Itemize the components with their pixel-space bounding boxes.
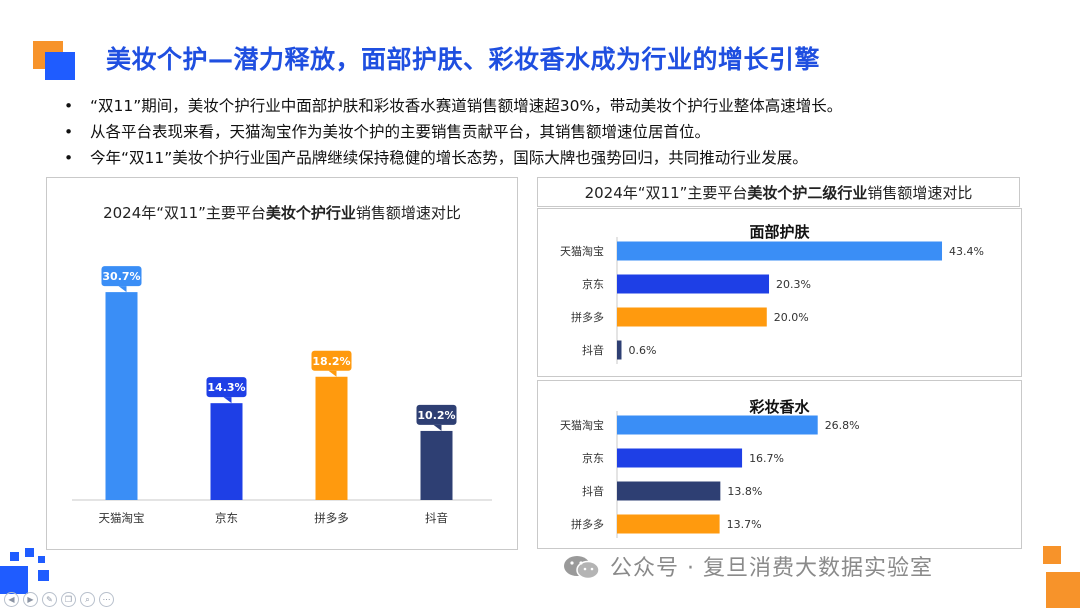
- y-tick-label: 拼多多: [571, 517, 604, 531]
- data-label: 14.3%: [207, 381, 245, 394]
- wechat-icon: [564, 556, 600, 580]
- bullet-text: “双11”期间，美妆个护行业中面部护肤和彩妆香水赛道销售额增速超30%，带动美妆…: [90, 97, 843, 115]
- chart-subtitle: 面部护肤: [749, 223, 810, 241]
- overall-growth-bar-chart: 30.7% 天猫淘宝 14.3% 京东 18.2% 拼多多 10.2% 抖音: [72, 266, 492, 525]
- data-label: 20.3%: [776, 278, 811, 291]
- bar: [617, 448, 743, 468]
- data-label: 20.0%: [774, 311, 809, 324]
- y-tick-label: 抖音: [582, 343, 604, 357]
- bar: [315, 376, 348, 500]
- previous-slide-icon[interactable]: ◀: [4, 592, 19, 607]
- chart-title: 2024年“双11”主要平台美妆个护二级行业销售额增速对比: [538, 182, 1019, 203]
- chart-title-bold: 美妆个护二级行业: [747, 184, 868, 202]
- bar: [617, 415, 818, 435]
- data-label: 16.7%: [749, 452, 784, 465]
- data-label: 43.4%: [949, 245, 984, 258]
- data-label: 26.8%: [825, 419, 860, 432]
- y-tick-label: 京东: [582, 451, 604, 465]
- bar: [105, 292, 138, 500]
- facial-skincare-bar-chart: 天猫淘宝 43.4% 京东 20.3% 拼多多 20.0% 抖音 0.6%: [560, 237, 984, 364]
- overall-growth-chart-panel: 2024年“双11”主要平台美妆个护行业销售额增速对比 30.7% 天猫淘宝 14.…: [46, 177, 518, 550]
- slide-toolbar: ◀ ▶ ✎ ❐ ⌕ ⋯: [4, 589, 118, 607]
- chart-title: 2024年“双11”主要平台美妆个护行业销售额增速对比: [47, 202, 517, 223]
- bar: [420, 430, 453, 500]
- watermark-text: 公众号 · 复旦消费大数据实验室: [610, 556, 933, 581]
- data-label-pointer: [118, 286, 127, 293]
- bullet-text: 从各平台表现来看，天猫淘宝作为美妆个护的主要销售贡献平台，其销售额增速位居首位。: [90, 123, 711, 141]
- bar: [617, 514, 720, 534]
- chart-title-pre: 2024年“双11”主要平台: [103, 204, 266, 222]
- data-label-pointer: [223, 397, 232, 404]
- data-label-pointer: [328, 370, 337, 377]
- data-label-bubble: [311, 350, 352, 371]
- corner-square-decoration: [1046, 572, 1080, 608]
- facial-skincare-chart-panel: 面部护肤 天猫淘宝 43.4% 京东 20.3% 拼多多 20.0% 抖音 0.6%: [537, 208, 1022, 377]
- chart-title-post: 销售额增速对比: [867, 184, 973, 202]
- y-tick-label: 抖音: [582, 484, 604, 498]
- bullet-item: • 从各平台表现来看，天猫淘宝作为美妆个护的主要销售贡献平台，其销售额增速位居首位…: [64, 120, 710, 142]
- chart-title-pre: 2024年“双11”主要平台: [584, 184, 748, 202]
- next-slide-icon[interactable]: ▶: [23, 592, 38, 607]
- x-tick-label: 抖音: [425, 511, 448, 525]
- bullet-text: 今年“双11”美妆个护行业国产品牌继续保持稳健的增长态势，国际大牌也强势回归，共…: [90, 149, 808, 167]
- subcategory-chart-title-box: 2024年“双11”主要平台美妆个护二级行业销售额增速对比: [537, 177, 1020, 207]
- page-title: 美妆个护—潜力释放，面部护肤、彩妆香水成为行业的增长引擎: [106, 45, 821, 74]
- corner-decoration-blue: [45, 52, 75, 80]
- pen-icon[interactable]: ✎: [42, 592, 57, 607]
- data-label: 18.2%: [312, 355, 350, 368]
- data-label: 30.7%: [102, 270, 140, 283]
- copy-icon[interactable]: ❐: [61, 592, 76, 607]
- bullet-dot: •: [64, 149, 74, 167]
- chart-title-bold: 美妆个护行业: [265, 204, 356, 222]
- makeup-fragrance-bar-chart: 天猫淘宝 26.8% 京东 16.7% 抖音 13.8% 拼多多 13.7%: [560, 411, 860, 538]
- bullet-dot: •: [64, 97, 74, 115]
- x-tick-label: 天猫淘宝: [99, 511, 145, 525]
- makeup-fragrance-chart-panel: 彩妆香水 天猫淘宝 26.8% 京东 16.7% 抖音 13.8% 拼多多 13.7%: [537, 380, 1022, 549]
- chart-title-post: 销售额增速对比: [355, 204, 461, 222]
- x-tick-label: 拼多多: [314, 511, 349, 525]
- data-label-pointer: [433, 424, 442, 431]
- bullet-item: • 今年“双11”美妆个护行业国产品牌继续保持稳健的增长态势，国际大牌也强势回归，…: [64, 146, 808, 168]
- data-label: 10.2%: [417, 409, 455, 422]
- more-options-icon[interactable]: ⋯: [99, 592, 114, 607]
- y-tick-label: 拼多多: [571, 310, 604, 324]
- corner-square-decoration: [25, 548, 34, 557]
- zoom-icon[interactable]: ⌕: [80, 592, 95, 607]
- data-label: 13.8%: [727, 485, 762, 498]
- bar: [210, 403, 243, 500]
- bullet-item: • “双11”期间，美妆个护行业中面部护肤和彩妆香水赛道销售额增速超30%，带动美…: [64, 94, 842, 116]
- bar: [617, 274, 770, 294]
- data-label: 13.7%: [727, 518, 762, 531]
- bar: [617, 307, 767, 327]
- y-tick-label: 天猫淘宝: [560, 418, 604, 432]
- corner-square-decoration: [1043, 546, 1061, 564]
- data-label-bubble: [416, 404, 457, 425]
- chart-subtitle: 彩妆香水: [749, 398, 810, 416]
- bar: [617, 481, 721, 501]
- y-tick-label: 京东: [582, 277, 604, 291]
- data-label-bubble: [101, 266, 142, 287]
- bar: [617, 241, 943, 261]
- corner-square-decoration: [38, 556, 45, 563]
- bullet-dot: •: [64, 123, 74, 141]
- data-label: 0.6%: [628, 344, 656, 357]
- data-label-bubble: [206, 377, 247, 398]
- corner-square-decoration: [10, 552, 19, 561]
- x-tick-label: 京东: [215, 511, 238, 525]
- corner-square-decoration: [0, 566, 28, 594]
- y-tick-label: 天猫淘宝: [560, 244, 604, 258]
- bar: [617, 340, 622, 360]
- corner-square-decoration: [38, 570, 49, 581]
